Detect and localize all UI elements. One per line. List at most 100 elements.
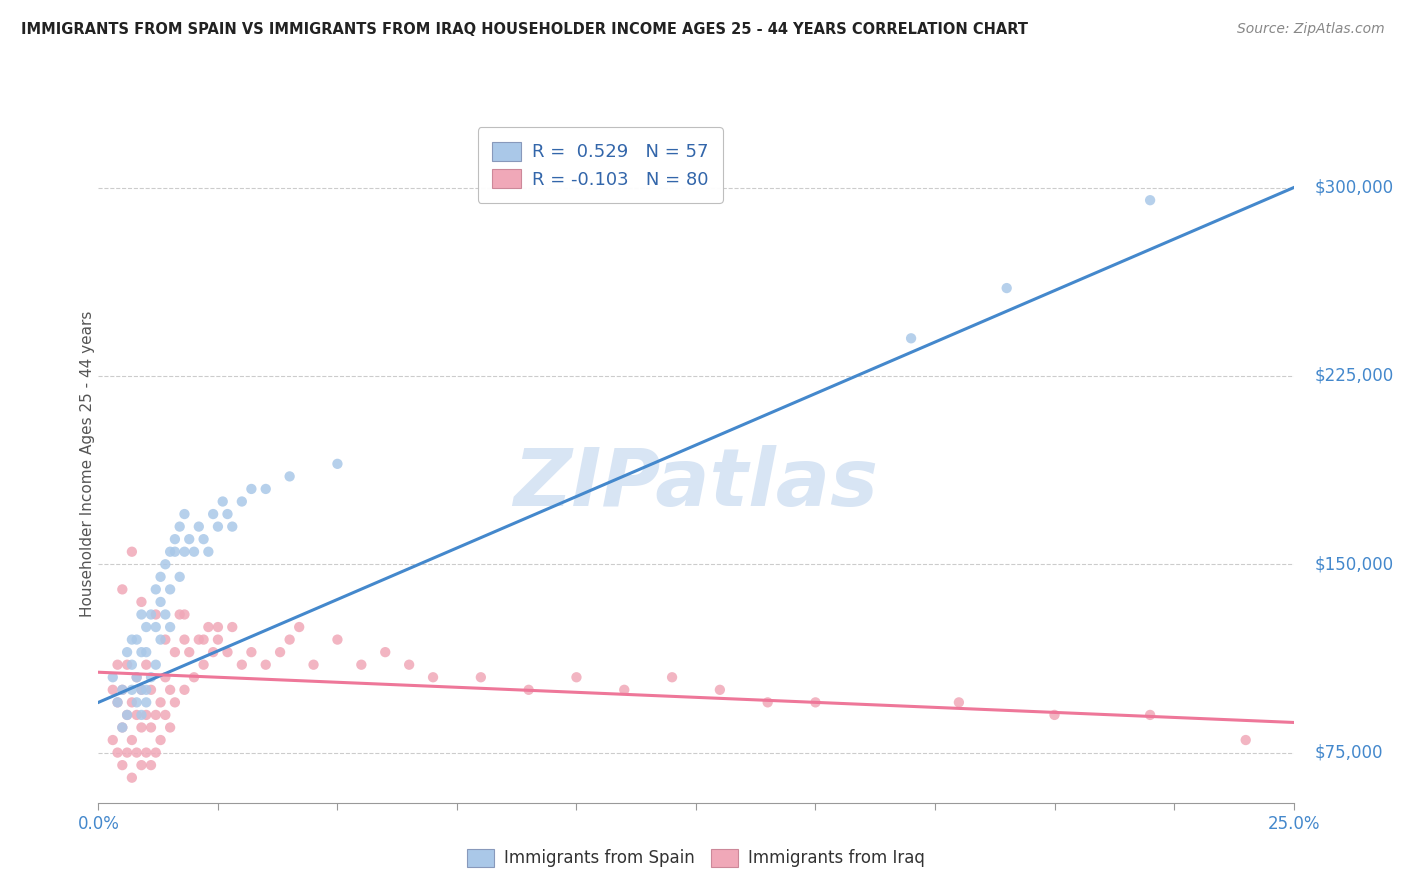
Point [101, 733, 124, 747]
Point [804, 695, 827, 709]
Point [1234, 733, 1257, 747]
Point [155, 670, 177, 684]
Point [135, 620, 157, 634]
Text: IMMIGRANTS FROM SPAIN VS IMMIGRANTS FROM IRAQ HOUSEHOLDER INCOME AGES 25 - 44 YE: IMMIGRANTS FROM SPAIN VS IMMIGRANTS FROM… [21, 22, 1028, 37]
Text: $225,000: $225,000 [1315, 367, 1393, 385]
Point [111, 758, 134, 772]
Text: $300,000: $300,000 [1315, 178, 1393, 196]
Point [155, 607, 177, 622]
Point [183, 545, 205, 559]
Point [111, 721, 134, 735]
Point [139, 758, 162, 772]
Point [149, 595, 172, 609]
Point [101, 682, 124, 697]
Point [131, 607, 153, 622]
Point [131, 707, 153, 722]
Point [145, 707, 167, 722]
Point [115, 746, 138, 760]
Point [135, 707, 157, 722]
Point [125, 670, 148, 684]
Point [302, 657, 325, 672]
Point [326, 457, 349, 471]
Point [149, 733, 172, 747]
Point [111, 682, 134, 697]
Point [398, 657, 420, 672]
Point [155, 707, 177, 722]
Point [115, 707, 138, 722]
Point [145, 657, 167, 672]
Text: $150,000: $150,000 [1315, 556, 1393, 574]
Point [173, 545, 195, 559]
Point [107, 657, 129, 672]
Point [278, 632, 301, 647]
Point [900, 331, 922, 345]
Point [159, 721, 181, 735]
Point [121, 657, 143, 672]
Point [101, 670, 124, 684]
Point [207, 519, 229, 533]
Point [169, 570, 191, 584]
Point [374, 645, 396, 659]
Point [111, 582, 134, 597]
Point [193, 657, 215, 672]
Point [111, 721, 134, 735]
Point [254, 657, 277, 672]
Point [159, 545, 181, 559]
Point [565, 670, 588, 684]
Point [145, 620, 167, 634]
Text: Source: ZipAtlas.com: Source: ZipAtlas.com [1237, 22, 1385, 37]
Point [149, 695, 172, 709]
Point [179, 532, 201, 546]
Point [207, 632, 229, 647]
Point [155, 632, 177, 647]
Point [139, 721, 162, 735]
Point [173, 607, 195, 622]
Point [470, 670, 492, 684]
Point [107, 746, 129, 760]
Point [145, 607, 167, 622]
Point [1043, 707, 1066, 722]
Point [135, 645, 157, 659]
Point [159, 620, 181, 634]
Point [125, 746, 148, 760]
Point [135, 746, 157, 760]
Point [179, 645, 201, 659]
Point [131, 682, 153, 697]
Point [163, 532, 186, 546]
Point [139, 607, 162, 622]
Point [145, 582, 167, 597]
Point [121, 771, 143, 785]
Point [221, 620, 243, 634]
Point [211, 494, 233, 508]
Point [278, 469, 301, 483]
Point [115, 645, 138, 659]
Text: ZIPatlas: ZIPatlas [513, 445, 879, 524]
Point [288, 620, 311, 634]
Point [995, 281, 1018, 295]
Point [135, 657, 157, 672]
Point [1139, 707, 1161, 722]
Point [115, 657, 138, 672]
Point [125, 632, 148, 647]
Point [121, 545, 143, 559]
Point [326, 632, 349, 647]
Point [111, 682, 134, 697]
Point [221, 519, 243, 533]
Point [173, 507, 195, 521]
Y-axis label: Householder Income Ages 25 - 44 years: Householder Income Ages 25 - 44 years [80, 310, 94, 617]
Point [155, 558, 177, 572]
Point [197, 620, 219, 634]
Point [517, 682, 540, 697]
Point [231, 494, 253, 508]
Point [756, 695, 779, 709]
Point [197, 545, 219, 559]
Point [183, 670, 205, 684]
Point [121, 695, 143, 709]
Point [231, 657, 253, 672]
Point [169, 519, 191, 533]
Point [149, 632, 172, 647]
Point [131, 721, 153, 735]
Point [169, 607, 191, 622]
Point [159, 682, 181, 697]
Point [131, 682, 153, 697]
